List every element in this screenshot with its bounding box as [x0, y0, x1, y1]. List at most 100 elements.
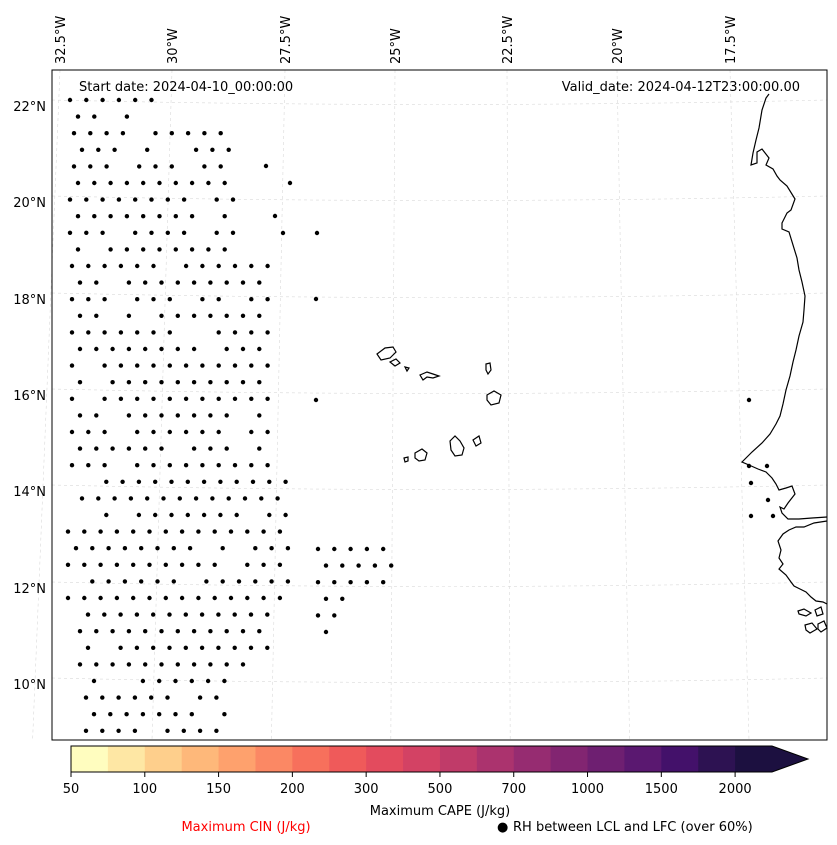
rh-marker — [249, 429, 254, 435]
latitude-labels: 22°N 20°N 18°N 16°N 14°N 12°N 10°N — [13, 100, 46, 693]
island-brava — [403, 456, 409, 463]
colorbar-segment — [181, 746, 220, 772]
parallel-gridline — [51, 292, 828, 298]
island-santa-luzia — [403, 366, 410, 373]
colorbar-segment — [144, 746, 183, 772]
rh-marker — [114, 529, 120, 534]
rh-marker — [381, 546, 386, 552]
colorbar-segment — [735, 746, 773, 772]
rh-marker — [157, 247, 162, 252]
rh-marker — [85, 645, 91, 650]
rh-marker — [257, 446, 262, 451]
colorbar-extend-arrow — [772, 746, 808, 772]
rh-marker — [149, 197, 154, 202]
rh-marker — [196, 595, 201, 601]
latitude-label: 12°N — [13, 582, 46, 597]
rh-marker — [222, 247, 227, 252]
rh-marker — [253, 579, 258, 584]
rh-marker — [228, 529, 234, 534]
meridian-gridline — [271, 69, 286, 741]
rh-marker — [153, 479, 158, 484]
rh-marker — [135, 396, 140, 401]
rh-marker — [124, 247, 130, 252]
longitude-label: 30°W — [166, 28, 181, 64]
rh-marker — [228, 595, 234, 601]
rh-marker — [112, 147, 117, 152]
rh-marker — [77, 629, 83, 634]
colorbar-tick-label: 2000 — [719, 782, 752, 797]
colorbar-tick-label: 700 — [501, 782, 526, 797]
longitude-label: 22.5°W — [501, 16, 516, 64]
rh-marker — [71, 131, 77, 136]
rh-marker — [136, 479, 142, 484]
rh-marker — [77, 446, 83, 451]
rh-marker — [135, 297, 140, 302]
rh-marker — [163, 529, 168, 534]
rh-marker — [86, 297, 91, 302]
rh-marker — [315, 546, 321, 552]
rh-marker — [71, 164, 77, 169]
rh-marker — [275, 496, 280, 501]
rh-marker — [82, 595, 87, 601]
rh-marker — [167, 297, 172, 302]
colorbar-tick-label: 1500 — [645, 782, 678, 797]
parallel-gridline — [51, 677, 828, 683]
rh-marker — [208, 662, 213, 667]
rh-marker — [236, 579, 242, 584]
colorbar-tick-label: 300 — [354, 782, 379, 797]
rh-marker — [155, 546, 160, 551]
rh-marker — [197, 695, 203, 700]
rh-marker — [234, 512, 239, 518]
rh-marker — [98, 529, 103, 534]
rh-marker — [208, 313, 213, 318]
rh-marker — [245, 562, 250, 567]
rh-marker — [191, 313, 197, 318]
rh-marker — [135, 429, 140, 435]
rh-marker — [120, 131, 126, 136]
rh-marker — [135, 463, 140, 468]
rh-marker — [214, 197, 219, 202]
rh-marker — [153, 512, 158, 518]
island-bissagos-1 — [797, 608, 813, 617]
rh-marker — [110, 629, 115, 634]
rh-legend-marker: ● — [497, 820, 508, 835]
rh-marker — [167, 612, 172, 617]
rh-marker — [200, 363, 205, 368]
rh-marker — [224, 346, 229, 352]
parallel-gridline — [51, 388, 828, 394]
rh-marker — [218, 131, 223, 136]
rh-marker — [94, 629, 99, 634]
rh-marker — [332, 546, 337, 552]
rh-marker — [157, 712, 162, 717]
rh-marker — [104, 164, 109, 169]
rh-marker — [167, 363, 172, 368]
rh-marker — [283, 512, 288, 518]
colorbar-segment — [550, 746, 589, 772]
rh-marker — [196, 529, 201, 534]
colorbar-tick-label: 150 — [206, 782, 231, 797]
rh-marker — [153, 131, 158, 136]
rh-marker — [257, 313, 262, 318]
rh-marker — [179, 595, 185, 601]
rh-marker — [94, 446, 99, 451]
rh-marker — [110, 446, 115, 451]
rh-marker — [118, 645, 123, 650]
rh-marker — [224, 413, 229, 418]
rh-marker — [75, 214, 81, 219]
rh-marker — [94, 662, 99, 667]
rh-marker — [165, 728, 170, 733]
rh-marker — [102, 363, 107, 368]
rh-marker — [269, 546, 274, 551]
rh-marker — [261, 562, 266, 567]
rh-marker — [100, 695, 105, 700]
rh-marker — [218, 512, 223, 518]
rh-marker — [193, 147, 199, 152]
map-background — [52, 70, 827, 740]
rh-marker — [126, 280, 132, 285]
rh-marker — [179, 529, 185, 534]
rh-marker — [96, 147, 101, 152]
colorbar-segment — [107, 746, 146, 772]
rh-marker — [75, 247, 81, 252]
rh-marker — [189, 247, 195, 252]
rh-marker — [220, 579, 225, 584]
